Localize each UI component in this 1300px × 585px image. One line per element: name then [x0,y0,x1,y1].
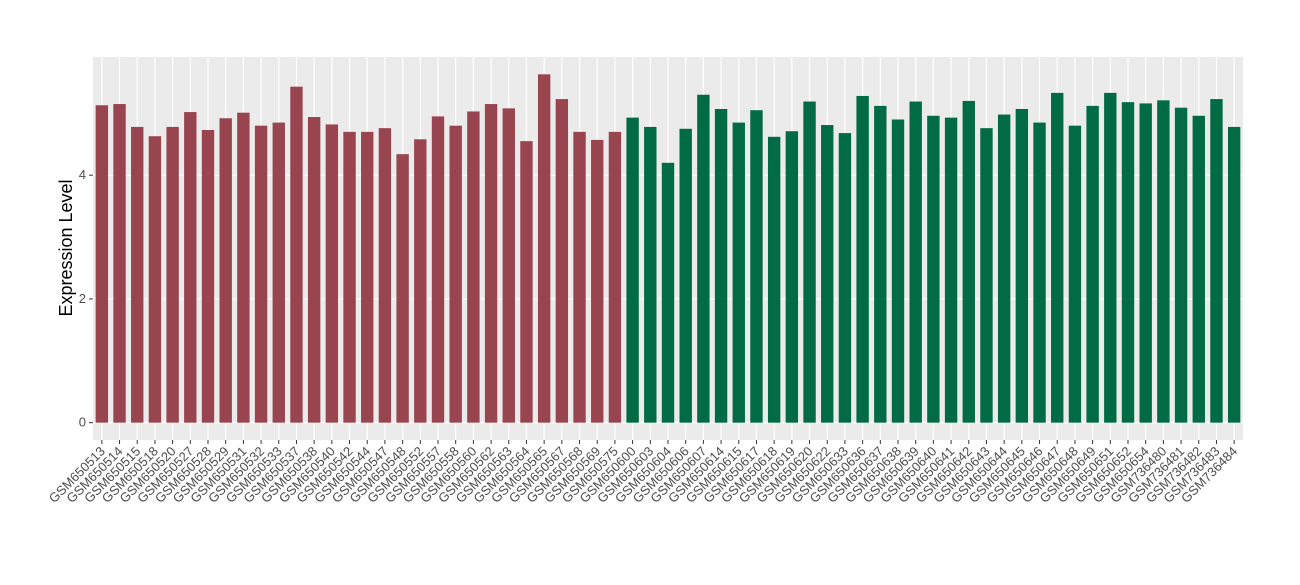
bar [1227,126,1241,423]
bar [856,95,869,423]
bar [148,136,162,423]
y-tick-label: 0 [79,415,86,430]
bar [343,131,356,423]
bar [237,112,250,423]
bar [95,105,109,423]
bar [1174,107,1188,423]
bar [927,115,940,423]
bar [414,139,427,423]
bar [1121,102,1135,423]
bar [732,122,745,423]
bar [750,110,763,423]
bar [909,101,922,423]
bar [537,74,551,423]
bar [997,114,1011,423]
bar [644,126,657,423]
y-tick-label: 2 [79,291,86,306]
bar [166,126,179,423]
bar [502,108,515,423]
bar [1210,99,1223,423]
bar [626,117,639,423]
bar [1139,103,1152,423]
bar [131,126,144,423]
bar [290,86,303,423]
bar [821,125,834,423]
bar [944,117,958,423]
bar [608,131,622,423]
bar [520,141,533,423]
bar [113,104,126,423]
bar [962,100,975,423]
bar [361,131,374,423]
bar [307,117,321,423]
bar [431,116,445,423]
bar [1051,92,1064,423]
bar [874,105,887,423]
bar [396,154,409,423]
bar [980,128,993,423]
bar [467,111,480,423]
bar [272,122,285,423]
bar [714,108,728,423]
bar [679,128,692,423]
bar [1104,92,1117,423]
bar [1086,105,1099,423]
bar [838,133,852,423]
bar [591,139,604,423]
bar [1015,108,1029,423]
bar [1033,122,1046,423]
bar [891,119,905,423]
bar [767,136,781,423]
bar [378,128,392,423]
bar [697,94,710,423]
bar [219,118,232,423]
bar [325,124,339,423]
bar [1192,115,1205,423]
bar [1157,100,1170,423]
bar [803,101,816,423]
bar [661,162,675,423]
bar [573,131,586,423]
bar [1068,125,1082,423]
y-axis-title: Expression Level [56,179,76,316]
bar [785,131,799,423]
bar [201,130,215,423]
bar [184,112,197,423]
bar [254,125,268,423]
bar [555,99,569,423]
y-tick-label: 4 [79,167,86,182]
bar [449,125,462,423]
bar [484,104,498,423]
